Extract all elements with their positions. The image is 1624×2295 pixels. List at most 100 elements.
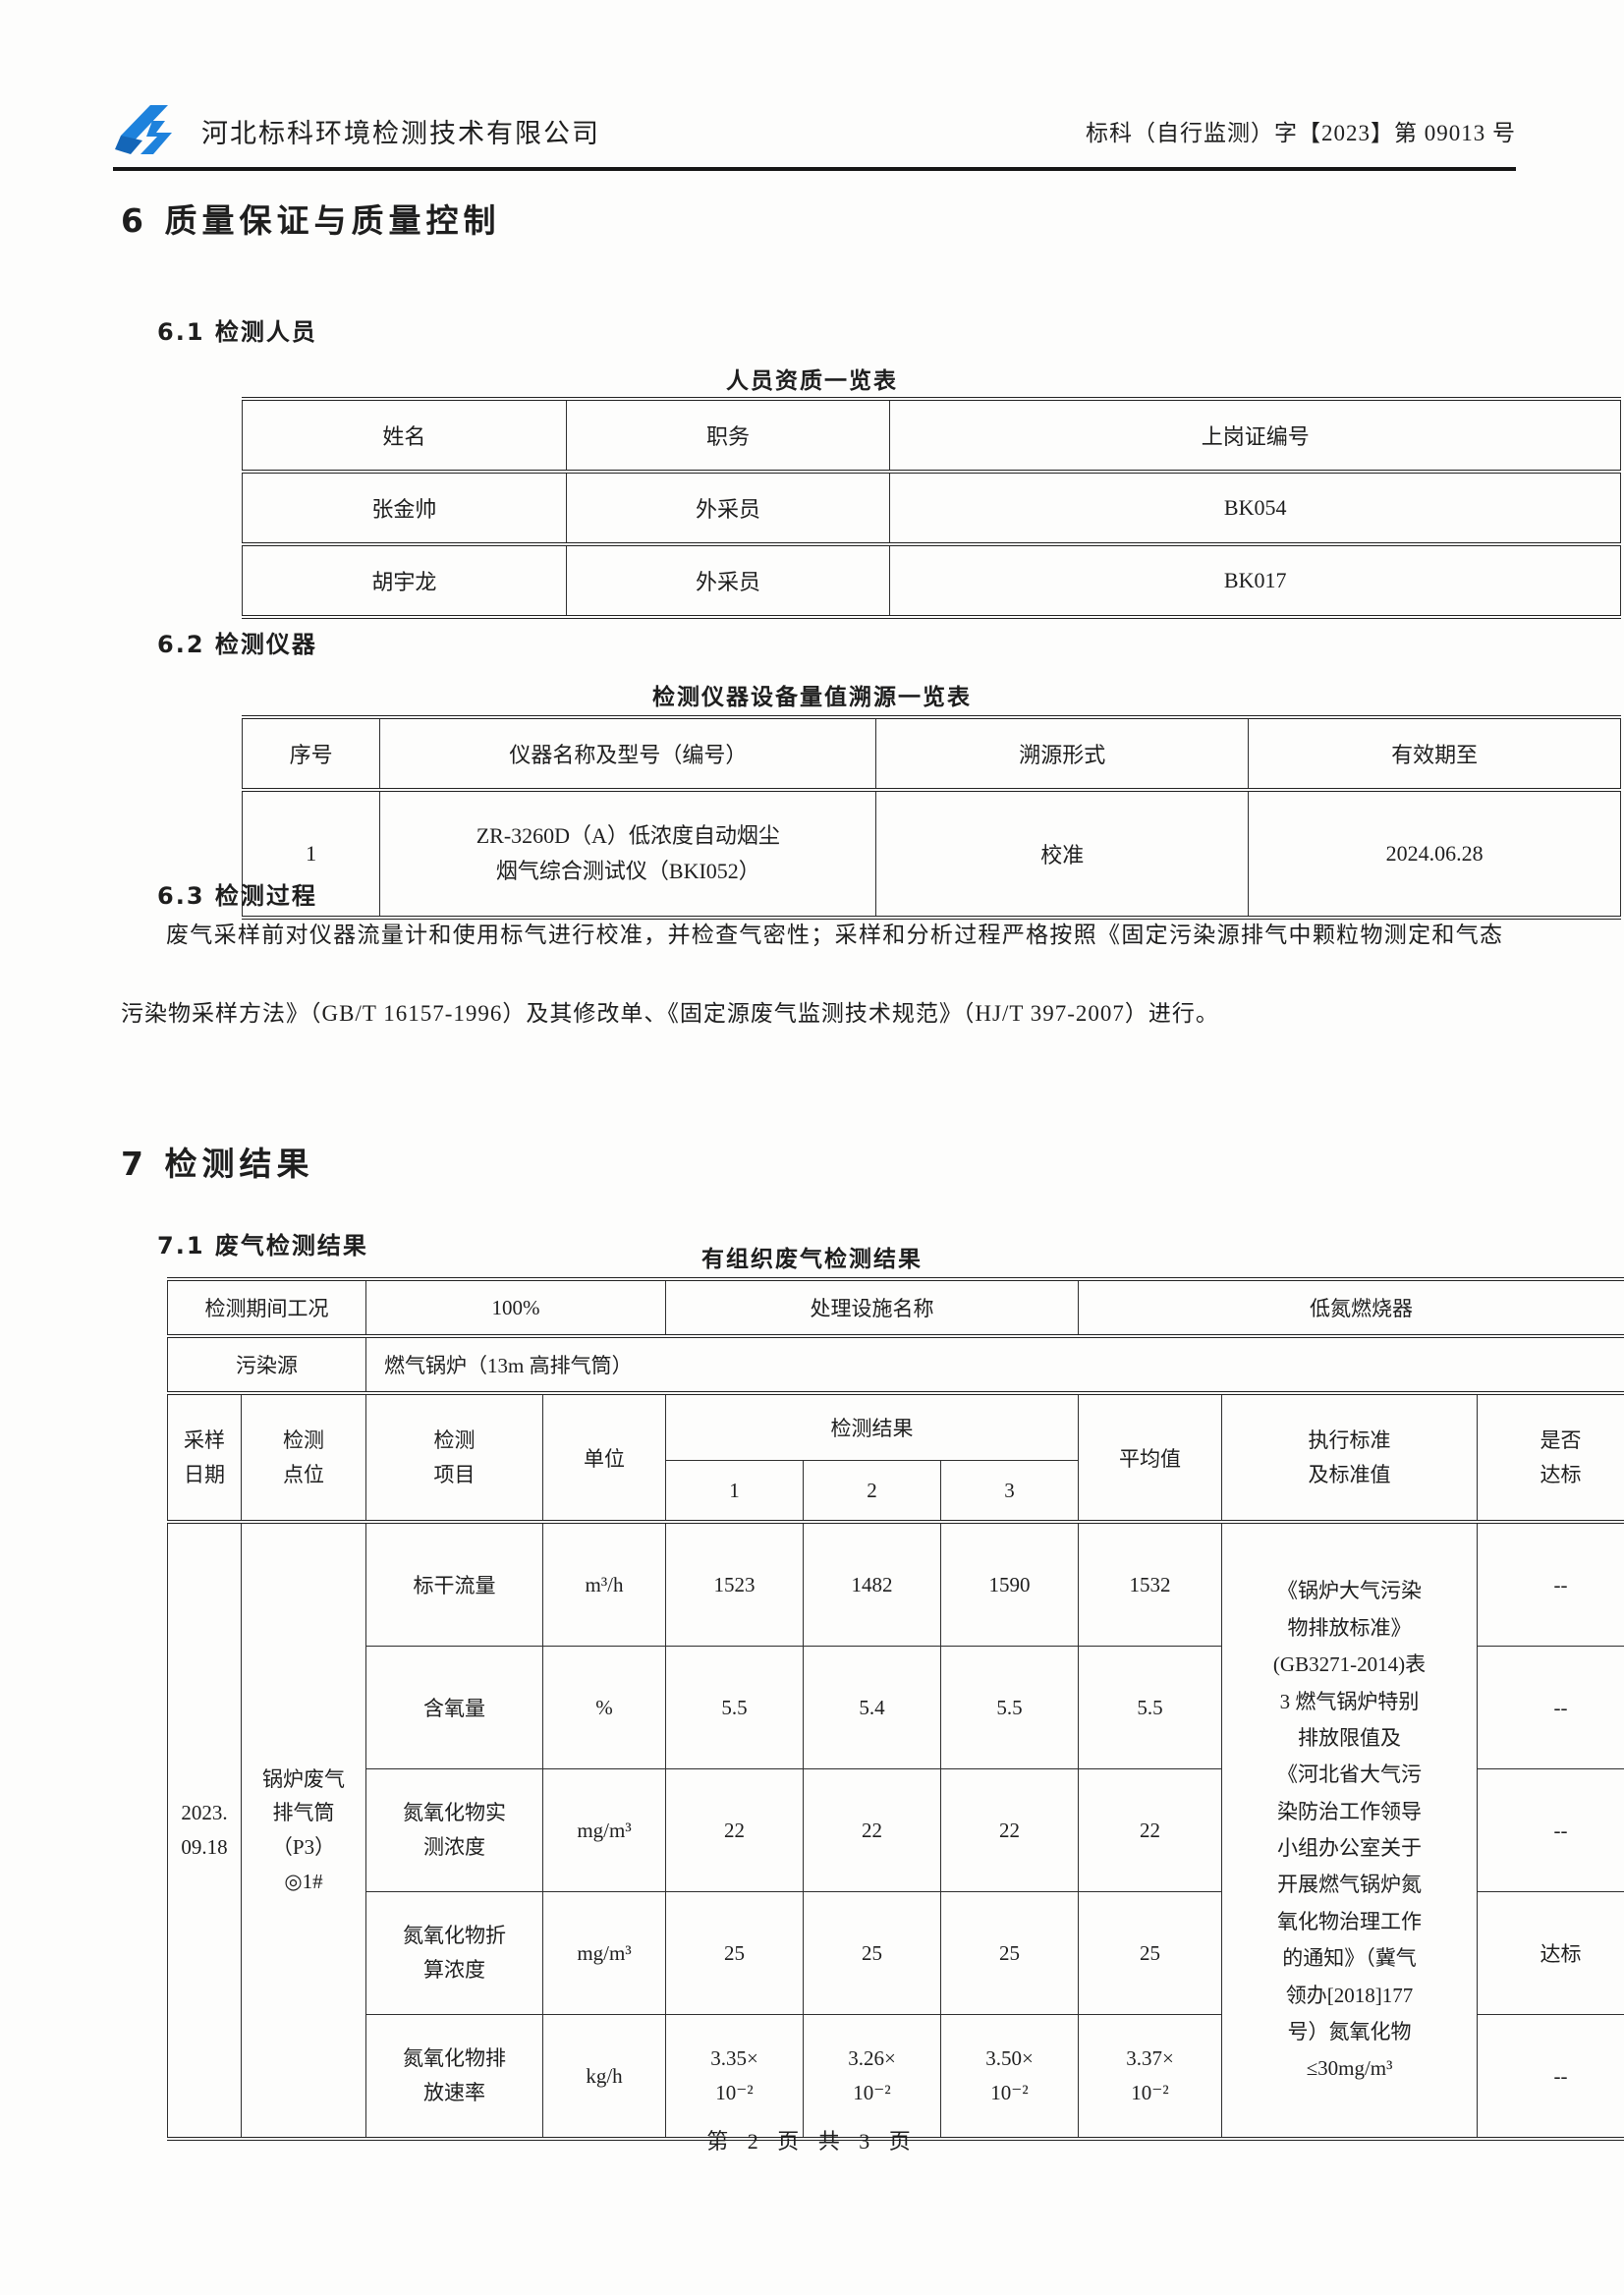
table-cell: 胡宇龙: [242, 543, 567, 619]
col-point: 检测 点位: [241, 1392, 366, 1524]
item-cell: 氮氧化物折 算浓度: [365, 1891, 543, 2015]
value-cell: 5.5: [665, 1646, 804, 1769]
col-compliance: 是否 达标: [1477, 1392, 1624, 1524]
col-unit: 单位: [542, 1392, 666, 1524]
item-cell: 氮氧化物排 放速率: [365, 2014, 543, 2141]
page-header: 河北标科环境检测技术有限公司 标科（自行监测）字【2023】第 09013 号: [113, 98, 1516, 171]
table-cell: BK017: [889, 543, 1621, 619]
table-row: 2023. 09.18 锅炉废气 排气筒 （P3） ◎1# 标干流量 m³/h …: [167, 1521, 1624, 2141]
condition-row: 检测期间工况 100% 处理设施名称 低氮燃烧器: [167, 1277, 1624, 1338]
table-row: 氮氧化物实 测浓度 mg/m³ 22 22 22 22 --: [168, 1768, 1624, 1892]
compliance-cell: 达标: [1477, 1891, 1624, 2015]
table-cell: ZR-3260D（A）低浓度自动烟尘 烟气综合测试仪（BKI052）: [379, 789, 877, 920]
unit-cell: m³/h: [542, 1521, 666, 1647]
instrument-table: 序号 仪器名称及型号（编号） 溯源形式 有效期至 1 ZR-3260D（A）低浓…: [241, 715, 1621, 920]
value-cell: 3.35× 10⁻²: [665, 2014, 804, 2141]
source-label: 污染源: [167, 1335, 366, 1395]
col-results: 检测结果: [665, 1392, 1079, 1461]
sample-point-cell: 锅炉废气 排气筒 （P3） ◎1#: [241, 1521, 366, 2141]
instrument-col-no: 序号: [241, 715, 381, 792]
average-cell: 22: [1078, 1768, 1222, 1892]
table-cell: 1: [241, 789, 381, 920]
section-7-title: 7 检测结果: [121, 1145, 314, 1183]
value-cell: 3.26× 10⁻²: [803, 2014, 941, 2141]
company-logo-icon: [115, 105, 172, 154]
compliance-cell: --: [1477, 2014, 1624, 2141]
table-row: 含氧量 % 5.5 5.4 5.5 5.5 --: [168, 1646, 1624, 1769]
table-row: 张金帅 外采员 BK054: [242, 471, 1621, 546]
table-row: 1 ZR-3260D（A）低浓度自动烟尘 烟气综合测试仪（BKI052） 校准 …: [241, 789, 1621, 920]
value-cell: 25: [940, 1891, 1079, 2015]
section-6-1-title: 6.1 检测人员: [157, 318, 317, 346]
condition-value: 100%: [365, 1277, 666, 1338]
table-cell: 外采员: [565, 471, 891, 546]
value-cell: 1590: [940, 1521, 1079, 1647]
value-cell: 25: [803, 1891, 941, 2015]
col-standard: 执行标准 及标准值: [1221, 1392, 1478, 1524]
page-number: 第 2 页 共 3 页: [706, 2129, 918, 2154]
result-table: 检测期间工况 100% 处理设施名称 低氮燃烧器 污染源 燃气锅炉（13m 高排…: [167, 1277, 1624, 2141]
table-cell: BK054: [889, 471, 1621, 546]
standard-cell: 《锅炉大气污染 物排放标准》 (GB3271-2014)表 3 燃气锅炉特别 排…: [1221, 1521, 1478, 2141]
compliance-cell: --: [1477, 1521, 1624, 1647]
instrument-col-trace: 溯源形式: [875, 715, 1250, 792]
table-row: 氮氧化物排 放速率 kg/h 3.35× 10⁻² 3.26× 10⁻² 3.5…: [168, 2014, 1624, 2141]
company-name: 河北标科环境检测技术有限公司: [201, 118, 600, 148]
value-cell: 22: [803, 1768, 941, 1892]
doc-number: 标科（自行监测）字【2023】第 09013 号: [1086, 121, 1516, 145]
col-sample-date: 采样 日期: [167, 1392, 242, 1524]
section-6-3-paragraph: 废气采样前对仪器流量计和使用标气进行校准，并检查气密性；采样和分析过程严格按照《…: [121, 923, 1503, 1026]
personnel-col-name: 姓名: [242, 397, 567, 474]
instrument-table-title: 检测仪器设备量值溯源一览表: [652, 685, 972, 709]
col-result-3: 3: [940, 1460, 1079, 1524]
value-cell: 3.50× 10⁻²: [940, 2014, 1079, 2141]
item-cell: 标干流量: [365, 1521, 543, 1647]
unit-cell: mg/m³: [542, 1891, 666, 2015]
table-cell: 张金帅: [242, 471, 567, 546]
table-cell: 2024.06.28: [1248, 789, 1621, 920]
instrument-col-valid: 有效期至: [1248, 715, 1621, 792]
personnel-table-title: 人员资质一览表: [726, 368, 898, 393]
section-6-3-title: 6.3 检测过程: [157, 882, 317, 910]
result-table-title: 有组织废气检测结果: [701, 1247, 923, 1271]
company-block: 河北标科环境检测技术有限公司: [113, 103, 600, 158]
section-7-1-title: 7.1 废气检测结果: [157, 1232, 368, 1259]
unit-cell: mg/m³: [542, 1768, 666, 1892]
source-row: 污染源 燃气锅炉（13m 高排气筒）: [167, 1335, 1624, 1395]
average-cell: 25: [1078, 1891, 1222, 2015]
instrument-col-name: 仪器名称及型号（编号）: [379, 715, 877, 792]
item-cell: 含氧量: [365, 1646, 543, 1769]
facility-value: 低氮燃烧器: [1078, 1277, 1624, 1338]
personnel-col-cert: 上岗证编号: [889, 397, 1621, 474]
average-cell: 5.5: [1078, 1646, 1222, 1769]
col-average: 平均值: [1078, 1392, 1222, 1524]
col-item: 检测 项目: [365, 1392, 543, 1524]
item-cell: 氮氧化物实 测浓度: [365, 1768, 543, 1892]
section-6-title: 6 质量保证与质量控制: [121, 201, 501, 240]
condition-label: 检测期间工况: [167, 1277, 366, 1338]
value-cell: 22: [665, 1768, 804, 1892]
average-cell: 3.37× 10⁻²: [1078, 2014, 1222, 2141]
value-cell: 25: [665, 1891, 804, 2015]
value-cell: 1523: [665, 1521, 804, 1647]
value-cell: 5.5: [940, 1646, 1079, 1769]
facility-label: 处理设施名称: [665, 1277, 1079, 1338]
compliance-cell: --: [1477, 1646, 1624, 1769]
result-subheader-row: 1 2 3: [168, 1460, 1624, 1524]
col-result-2: 2: [803, 1460, 941, 1524]
result-header-row: 采样 日期 检测 点位 检测 项目 单位 检测结果 平均值 执行标准 及标准值 …: [167, 1392, 1624, 1524]
col-result-1: 1: [665, 1460, 804, 1524]
table-cell: 外采员: [565, 543, 891, 619]
unit-cell: %: [542, 1646, 666, 1769]
table-row: 胡宇龙 外采员 BK017: [242, 543, 1621, 619]
compliance-cell: --: [1477, 1768, 1624, 1892]
source-value: 燃气锅炉（13m 高排气筒）: [365, 1335, 1624, 1395]
value-cell: 1482: [803, 1521, 941, 1647]
table-row: 氮氧化物折 算浓度 mg/m³ 25 25 25 25 达标: [168, 1891, 1624, 2015]
personnel-col-title: 职务: [565, 397, 891, 474]
personnel-table: 姓名 职务 上岗证编号 张金帅 外采员 BK054 胡宇龙 外采员 BK017: [242, 397, 1621, 619]
value-cell: 22: [940, 1768, 1079, 1892]
sample-date-cell: 2023. 09.18: [167, 1521, 242, 2141]
unit-cell: kg/h: [542, 2014, 666, 2141]
